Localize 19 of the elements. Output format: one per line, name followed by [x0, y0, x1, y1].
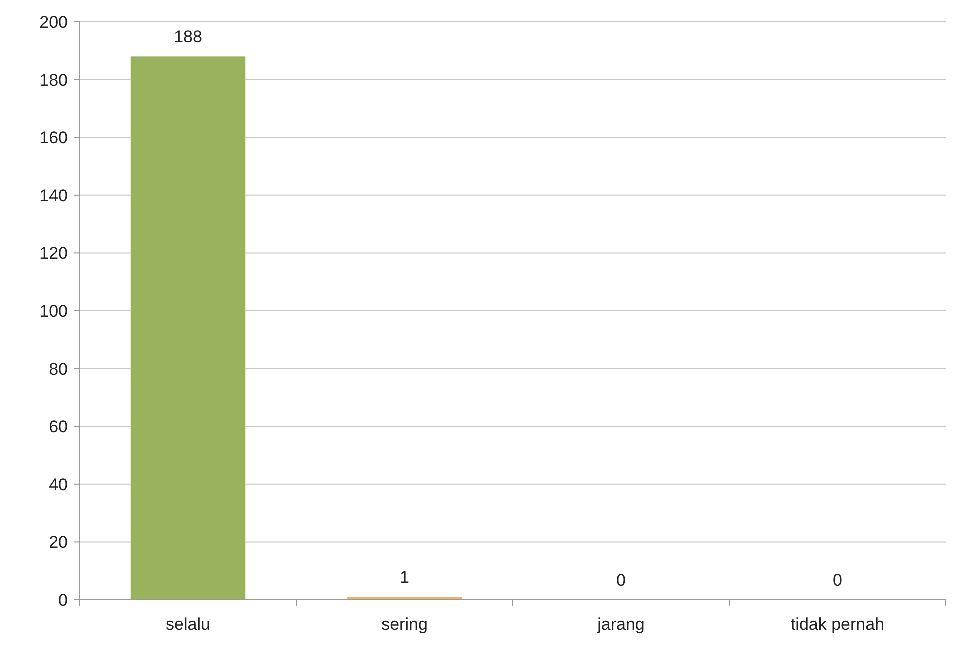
data-label: 0 [833, 571, 842, 590]
y-tick-label: 100 [40, 302, 68, 321]
x-tick-label: jarang [596, 615, 645, 634]
x-tick-label: selalu [166, 615, 210, 634]
data-label: 188 [174, 28, 202, 47]
y-tick-label: 180 [40, 70, 68, 90]
y-tick-label: 120 [40, 244, 68, 264]
x-tick-label: sering [382, 615, 428, 634]
y-tick-label: 160 [40, 128, 68, 148]
y-tick-label: 20 [49, 533, 68, 552]
y-tick-label: 80 [49, 360, 68, 379]
x-tick-label: tidak pernah [790, 615, 885, 634]
y-tick-label: 140 [40, 186, 68, 206]
y-tick-label: 0 [58, 590, 68, 610]
y-tick-label: 40 [49, 475, 68, 494]
y-tick-label: 60 [49, 418, 68, 437]
data-label: 0 [616, 571, 626, 590]
data-label: 1 [400, 568, 410, 588]
y-tick-label: 200 [40, 12, 68, 32]
